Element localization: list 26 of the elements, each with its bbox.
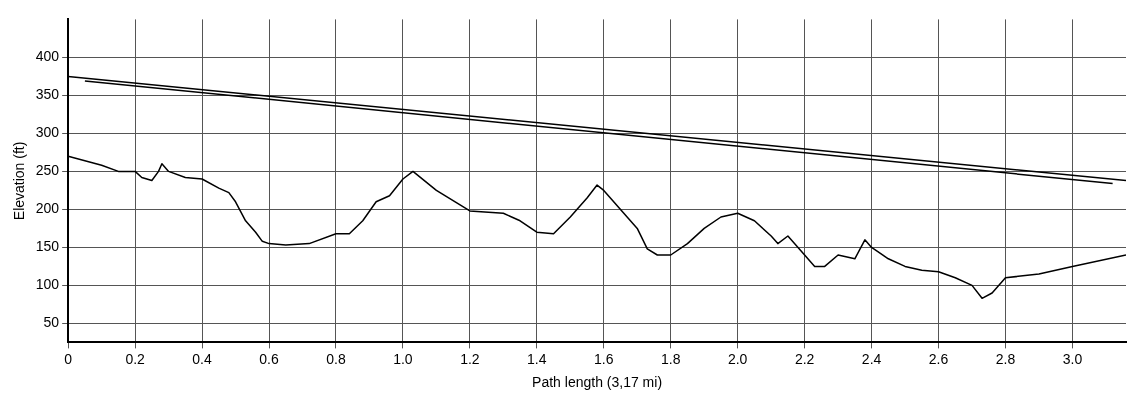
- y-tick-label: 250: [35, 162, 60, 179]
- x-tick-label: 3.0: [1062, 350, 1083, 367]
- y-tick-label: 100: [35, 276, 60, 293]
- x-tick-label: 0.6: [259, 350, 279, 367]
- x-tick-label: 2.8: [995, 350, 1016, 367]
- y-axis-title: Elevation (ft): [11, 141, 28, 221]
- x-tick-label: 2.4: [861, 350, 882, 367]
- y-tick-label: 400: [35, 48, 60, 65]
- x-tick-label: 1.6: [594, 350, 614, 367]
- x-tick-label: 1.4: [527, 350, 547, 367]
- x-tick-label: 1.8: [660, 350, 681, 367]
- y-tick-label: 50: [43, 314, 60, 331]
- x-tick-label: 2.2: [794, 350, 815, 367]
- y-tick-label: 150: [35, 238, 60, 255]
- x-axis-title: Path length (3,17 mi): [532, 374, 663, 391]
- x-tick-label: 0.8: [326, 350, 346, 367]
- x-tick-label: 1.0: [393, 350, 413, 367]
- y-tick-label: 350: [35, 86, 60, 103]
- x-tick-label: 2.0: [727, 350, 748, 367]
- x-tick-label: 0.4: [192, 350, 212, 367]
- x-tick-label: 2.6: [928, 350, 949, 367]
- y-tick-label: 200: [35, 200, 60, 217]
- x-tick-label: 0: [64, 350, 73, 367]
- x-tick-label: 0.2: [125, 350, 146, 367]
- x-tick-label: 1.2: [460, 350, 480, 367]
- y-tick-label: 300: [35, 124, 60, 141]
